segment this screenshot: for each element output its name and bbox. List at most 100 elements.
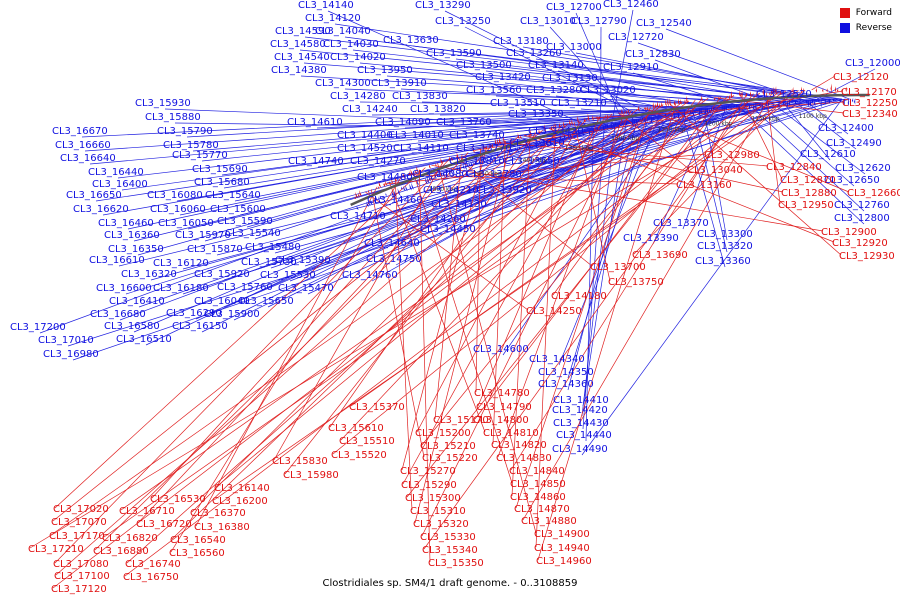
forward-gene-arrow xyxy=(378,180,382,189)
reverse-leader-line xyxy=(582,121,627,407)
forward-gene-arrow xyxy=(559,122,561,129)
reverse-gene-label: CL3_17200 xyxy=(10,322,66,333)
forward-gene-label: CL3_16880 xyxy=(93,546,149,557)
reverse-gene-label: CL3_16120 xyxy=(153,258,209,269)
reverse-gene-arrow xyxy=(509,149,512,156)
forward-gene-label: CL3_12900 xyxy=(821,227,877,238)
reverse-leader-line xyxy=(504,82,727,107)
reverse-leader-line xyxy=(125,105,734,295)
reverse-leader-line xyxy=(186,98,831,138)
reverse-gene-arrow xyxy=(828,98,830,105)
reverse-gene-label: CL3_14590 xyxy=(275,26,331,37)
forward-leader-line xyxy=(103,95,735,538)
reverse-gene-label: CL3_16150 xyxy=(172,321,228,332)
reverse-gene-arrow xyxy=(700,108,702,114)
reverse-leader-line xyxy=(558,115,660,366)
reverse-gene-arrow xyxy=(851,98,854,103)
reverse-gene-arrow xyxy=(436,172,439,178)
reverse-gene-label: CL3_13910 xyxy=(371,78,427,89)
reverse-gene-label: CL3_13260 xyxy=(506,48,562,59)
forward-gene-arrow xyxy=(451,156,453,161)
gene-arrows xyxy=(354,83,856,211)
reverse-gene-label: CL3_16060 xyxy=(150,204,206,215)
reverse-gene-arrow xyxy=(448,168,451,175)
reverse-leader-line xyxy=(121,104,742,191)
reverse-gene-label: CL3_14640 xyxy=(364,238,420,249)
reverse-gene-arrow xyxy=(811,98,814,104)
forward-leader-line xyxy=(548,128,835,243)
reverse-leader-line xyxy=(138,109,701,308)
reverse-gene-arrow xyxy=(733,104,736,108)
forward-leader-line xyxy=(332,91,780,455)
forward-gene-label: CL3_16750 xyxy=(123,572,179,583)
reverse-gene-arrow xyxy=(568,133,571,141)
reverse-leader-line xyxy=(89,100,798,165)
reverse-gene-arrow xyxy=(690,109,692,115)
forward-leader-line xyxy=(765,92,781,205)
reverse-gene-label: CL3_16290 xyxy=(166,308,222,319)
reverse-gene-label: CL3_14430 xyxy=(553,418,609,429)
reverse-gene-label: CL3_13280 xyxy=(526,85,582,96)
forward-gene-arrow xyxy=(792,86,794,94)
reverse-gene-label: CL3_14340 xyxy=(529,354,585,365)
forward-gene-label: CL3_15520 xyxy=(331,450,387,461)
reverse-gene-arrow xyxy=(375,197,378,200)
reverse-gene-label: CL3_13560 xyxy=(466,85,522,96)
forward-gene-label: CL3_17020 xyxy=(53,504,109,515)
forward-gene-label: CL3_15310 xyxy=(410,506,466,517)
reverse-gene-label: CL3_13130 xyxy=(542,73,598,84)
forward-gene-arrow xyxy=(621,108,623,115)
reverse-gene-label: CL3_14710 xyxy=(330,211,386,222)
reverse-gene-arrow xyxy=(617,122,620,128)
reverse-gene-label: CL3_14270 xyxy=(350,156,406,167)
forward-gene-arrow xyxy=(701,95,703,103)
reverse-gene-arrow xyxy=(446,169,449,174)
reverse-gene-arrow xyxy=(613,122,616,131)
reverse-gene-label: CL3_14210 xyxy=(423,185,479,196)
tick-label: 1300 kbp xyxy=(611,135,639,142)
reverse-leader-line xyxy=(400,88,730,107)
forward-leader-line xyxy=(407,174,679,185)
forward-leader-line xyxy=(406,95,728,498)
reverse-gene-label: CL3_12490 xyxy=(826,138,882,149)
reverse-gene-label: CL3_16620 xyxy=(73,204,129,215)
reverse-gene-label: CL3_14300 xyxy=(315,78,371,89)
reverse-leader-line xyxy=(770,101,866,175)
reverse-gene-label: CL3_13950 xyxy=(357,65,413,76)
forward-gene-label: CL3_14250 xyxy=(526,306,582,317)
reverse-gene-arrow xyxy=(434,173,437,179)
reverse-gene-label: CL3_13250 xyxy=(435,16,491,27)
forward-gene-label: CL3_14780 xyxy=(474,388,530,399)
reverse-gene-arrow xyxy=(411,182,415,190)
reverse-gene-arrow xyxy=(767,101,769,107)
reverse-gene-label: CL3_13020 xyxy=(580,85,636,96)
forward-gene-label: CL3_14180 xyxy=(551,291,607,302)
reverse-gene-arrow xyxy=(711,106,713,113)
reverse-gene-arrow xyxy=(468,161,471,167)
reverse-gene-label: CL3_16510 xyxy=(116,334,172,345)
reverse-gene-arrow xyxy=(694,109,696,114)
forward-gene-label: CL3_14790 xyxy=(476,402,532,413)
reverse-leader-line xyxy=(637,42,805,101)
reverse-gene-label: CL3_14280 xyxy=(330,91,386,102)
forward-gene-label: CL3_12340 xyxy=(842,109,898,120)
forward-gene-arrow xyxy=(680,98,682,105)
forward-gene-arrow xyxy=(749,90,752,97)
forward-gene-label: CL3_16820 xyxy=(102,533,158,544)
reverse-gene-label: CL3_13650 xyxy=(504,156,560,167)
forward-gene-label: CL3_17100 xyxy=(54,571,110,582)
reverse-gene-label: CL3_16400 xyxy=(92,179,148,190)
reverse-gene-arrow xyxy=(379,195,382,200)
forward-gene-arrow xyxy=(587,113,590,122)
reverse-gene-label: CL3_15690 xyxy=(192,164,248,175)
reverse-gene-label: CL3_12910 xyxy=(603,62,659,73)
reverse-gene-label: CL3_13760 xyxy=(436,117,492,128)
reverse-leader-line xyxy=(652,107,716,245)
reverse-gene-arrow xyxy=(504,150,506,154)
reverse-leader-line xyxy=(681,111,726,268)
reverse-leader-line xyxy=(665,28,850,100)
reverse-gene-label: CL3_13770 xyxy=(456,143,512,154)
forward-gene-label: CL3_15170 xyxy=(433,415,489,426)
forward-gene-arrow xyxy=(739,89,741,98)
